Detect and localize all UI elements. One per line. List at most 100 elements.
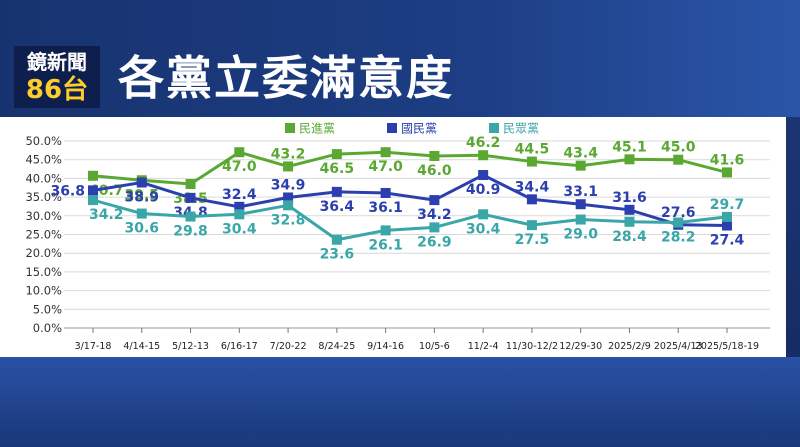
data-label: 30.6 bbox=[124, 221, 159, 237]
x-tick-label: 2025/2/9 bbox=[608, 341, 651, 352]
data-label: 45.1 bbox=[612, 139, 647, 155]
y-tick-label: 30.0% bbox=[25, 209, 62, 223]
x-tick-label: 6/16-17 bbox=[221, 341, 258, 352]
x-tick-label: 8/24-25 bbox=[318, 341, 355, 352]
header-banner bbox=[0, 0, 800, 117]
data-point bbox=[380, 147, 391, 158]
data-point bbox=[185, 192, 196, 203]
data-label: 27.6 bbox=[661, 205, 696, 221]
data-point bbox=[331, 149, 342, 160]
series-line bbox=[92, 150, 728, 186]
data-point bbox=[380, 187, 391, 198]
x-tick-label: 3/17-18 bbox=[75, 341, 112, 352]
data-point bbox=[429, 222, 440, 233]
x-tick-label: 11/2-4 bbox=[468, 341, 499, 352]
page-title: 各黨立委滿意度 bbox=[118, 51, 454, 105]
data-label: 43.4 bbox=[563, 146, 598, 162]
data-point bbox=[234, 201, 245, 212]
y-tick-label: 40.0% bbox=[25, 171, 62, 185]
data-point bbox=[185, 179, 196, 190]
legend-swatch bbox=[489, 123, 499, 133]
data-label: 30.4 bbox=[466, 221, 501, 237]
data-label: 46.2 bbox=[466, 135, 501, 151]
data-label: 26.9 bbox=[417, 234, 452, 250]
data-label: 44.5 bbox=[515, 142, 550, 158]
data-point bbox=[429, 150, 440, 161]
x-tick-label: 4/14-15 bbox=[123, 341, 160, 352]
x-tick-label: 7/20-22 bbox=[270, 341, 307, 352]
data-point bbox=[673, 154, 684, 165]
legend-label: 國民黨 bbox=[401, 122, 437, 136]
data-label: 28.4 bbox=[612, 229, 647, 245]
data-label: 34.2 bbox=[417, 207, 452, 223]
y-tick-label: 15.0% bbox=[25, 265, 62, 279]
data-point bbox=[673, 217, 684, 228]
y-tick-label: 25.0% bbox=[25, 228, 62, 242]
data-label: 39.5 bbox=[124, 187, 159, 203]
data-label: 47.0 bbox=[222, 159, 257, 175]
data-label: 34.9 bbox=[271, 177, 306, 193]
logo-text-bottom: 86台 bbox=[25, 75, 89, 105]
data-label: 27.5 bbox=[515, 232, 550, 248]
line-chart: 0.0% 5.0% 10.0% 15.0% 20.0% 25.0% 30.0% 35.0% 40… bbox=[25, 122, 770, 352]
data-point bbox=[526, 220, 537, 231]
legend-swatch bbox=[285, 123, 295, 133]
series-line bbox=[92, 173, 728, 228]
data-point bbox=[88, 170, 98, 181]
bottom-band bbox=[0, 357, 800, 447]
legend-label: 民眾黨 bbox=[503, 122, 539, 136]
x-tick-label: 11/30-12/2 bbox=[506, 341, 558, 352]
data-label: 45.0 bbox=[661, 140, 696, 156]
data-label: 36.4 bbox=[320, 199, 355, 215]
data-label: 47.0 bbox=[368, 159, 403, 175]
data-label: 31.6 bbox=[612, 190, 647, 206]
data-label: 43.2 bbox=[271, 146, 306, 162]
data-point bbox=[185, 211, 196, 222]
y-tick-label: 50.0% bbox=[25, 134, 62, 148]
data-label: 29.7 bbox=[710, 197, 745, 213]
x-tick-label: 5/12-13 bbox=[172, 341, 209, 352]
data-point bbox=[136, 208, 147, 219]
y-tick-label: 35.0% bbox=[25, 190, 62, 204]
data-point bbox=[478, 209, 489, 220]
data-point bbox=[478, 150, 489, 161]
x-tick-label: 2025/4/13 bbox=[654, 341, 703, 352]
x-tick-label: 9/14-16 bbox=[367, 341, 404, 352]
chart-panel bbox=[0, 117, 786, 357]
data-point bbox=[429, 195, 440, 206]
data-label: 46.5 bbox=[320, 161, 355, 177]
data-label: 27.4 bbox=[710, 233, 745, 249]
x-tick-label: 2025/5/18-19 bbox=[695, 341, 759, 352]
data-point bbox=[722, 220, 732, 231]
data-point bbox=[575, 214, 586, 225]
y-tick-label: 0.0% bbox=[33, 321, 62, 335]
data-label: 29.8 bbox=[173, 224, 208, 240]
data-label: 29.0 bbox=[563, 227, 598, 243]
data-point bbox=[283, 161, 294, 172]
data-point bbox=[234, 209, 245, 220]
data-point bbox=[526, 156, 537, 167]
data-point bbox=[478, 170, 489, 181]
data-point bbox=[380, 225, 391, 236]
data-label: 40.9 bbox=[466, 182, 501, 198]
data-label: 36.1 bbox=[368, 200, 403, 216]
data-point bbox=[526, 194, 537, 205]
data-label: 41.6 bbox=[710, 152, 745, 168]
data-point bbox=[575, 199, 586, 210]
data-label: 34.4 bbox=[515, 179, 550, 195]
data-point bbox=[331, 186, 342, 197]
data-label: 30.4 bbox=[222, 221, 257, 237]
data-label: 28.2 bbox=[661, 230, 696, 246]
y-tick-label: 10.0% bbox=[25, 284, 62, 298]
y-tick-label: 5.0% bbox=[33, 302, 62, 316]
data-point bbox=[88, 185, 98, 196]
legend-label: 民進黨 bbox=[299, 122, 335, 136]
data-point bbox=[722, 167, 732, 178]
data-label: 26.1 bbox=[368, 237, 403, 253]
y-tick-label: 20.0% bbox=[25, 246, 62, 260]
logo-text-top: 鏡新聞 bbox=[27, 50, 87, 74]
data-label: 38.9 bbox=[124, 190, 159, 206]
data-label: 32.8 bbox=[271, 212, 306, 228]
series-line bbox=[92, 198, 728, 242]
data-point bbox=[234, 147, 245, 158]
